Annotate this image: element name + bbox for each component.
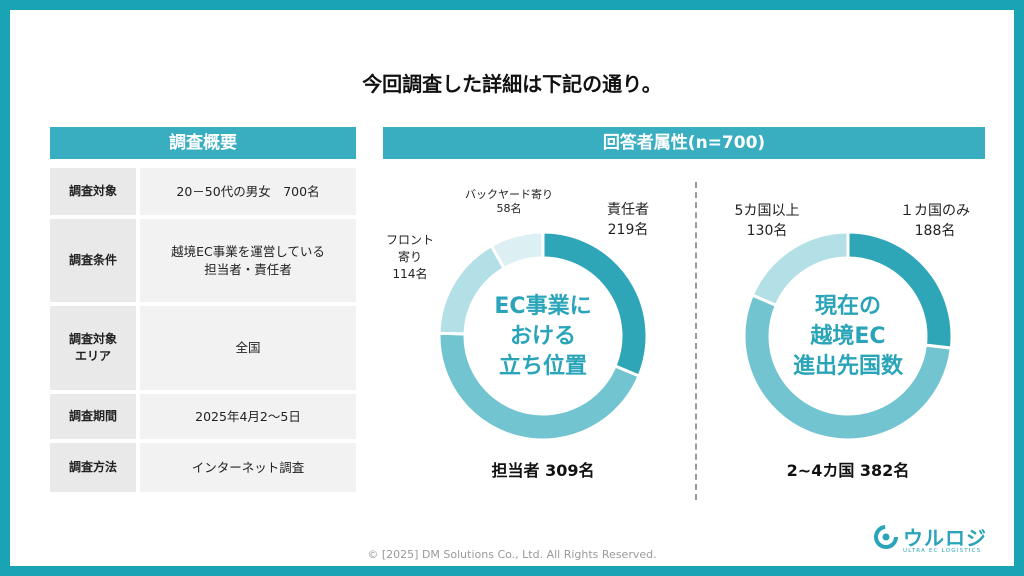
label-backyard: バックヤード寄り 58名: [465, 188, 553, 215]
row-key: 調査期間: [50, 394, 136, 439]
logo: ウルロジ ULTRA EC LOGISTICS: [873, 522, 987, 554]
row-value: 越境EC事業を運営している 担当者・責任者: [140, 219, 356, 302]
logo-name: ウルロジ: [903, 526, 987, 550]
logo-tagline: ULTRA EC LOGISTICS: [903, 548, 982, 554]
row-value: インターネット調査: [140, 443, 356, 492]
table-row: 調査対象 エリア 全国: [50, 306, 356, 390]
divider: [695, 182, 697, 500]
row-key: 調査方法: [50, 443, 136, 492]
copyright: © [2025] DM Solutions Co., Ltd. All Righ…: [367, 548, 657, 561]
overview-header: 調査概要: [50, 127, 356, 159]
overview-table: 調査対象 20－50代の男女 700名 調査条件 越境EC事業を運営している 担…: [50, 168, 356, 496]
row-value: 全国: [140, 306, 356, 390]
label-one-country: １カ国のみ 188名: [900, 203, 970, 239]
row-value: 20－50代の男女 700名: [140, 168, 356, 215]
label-front: フロント 寄り 114名: [385, 233, 434, 281]
logo-icon: [874, 524, 898, 549]
table-row: 調査対象 20－50代の男女 700名: [50, 168, 356, 215]
donut1-slice-3: [489, 230, 545, 271]
page-title: 今回調査した詳細は下記の通り。: [362, 72, 662, 96]
row-value: 2025年4月2～5日: [140, 394, 356, 439]
row-key: 調査対象: [50, 168, 136, 215]
row-key: 調査条件: [50, 219, 136, 302]
chart-position-donut: [437, 230, 954, 442]
label-two-four-countries: 2~4カ国 382名: [786, 461, 910, 480]
chart1-center-title: EC事業に おける 立ち位置: [494, 294, 592, 379]
donut2-slice-2: [750, 230, 850, 308]
row-key: 調査対象 エリア: [50, 306, 136, 390]
table-row: 調査条件 越境EC事業を運営している 担当者・責任者: [50, 219, 356, 302]
label-owner: 責任者 219名: [607, 202, 649, 238]
chart2-center-title: 現在の 越境EC 進出先国数: [792, 294, 903, 379]
table-row: 調査期間 2025年4月2～5日: [50, 394, 356, 439]
label-five-countries: 5カ国以上 130名: [734, 203, 800, 239]
donut2-slice-1: [742, 293, 953, 442]
table-row: 調査方法 インターネット調査: [50, 443, 356, 492]
label-staff: 担当者 309名: [491, 461, 595, 480]
attributes-header: 回答者属性(n=700): [383, 127, 985, 159]
